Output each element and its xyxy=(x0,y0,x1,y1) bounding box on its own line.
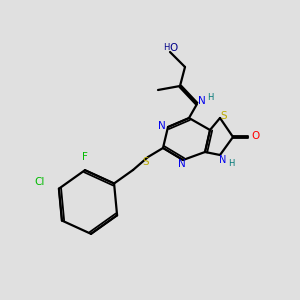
Text: H: H xyxy=(228,160,234,169)
Text: O: O xyxy=(251,131,259,141)
Text: N: N xyxy=(178,159,186,169)
Text: S: S xyxy=(143,157,149,167)
Text: H: H xyxy=(207,94,213,103)
Text: N: N xyxy=(158,121,166,131)
Text: N: N xyxy=(219,155,227,165)
Text: O: O xyxy=(170,43,178,53)
Text: N: N xyxy=(198,96,206,106)
Text: S: S xyxy=(221,111,227,121)
Text: Cl: Cl xyxy=(34,177,44,187)
Text: F: F xyxy=(82,152,88,162)
Text: H: H xyxy=(163,44,169,52)
